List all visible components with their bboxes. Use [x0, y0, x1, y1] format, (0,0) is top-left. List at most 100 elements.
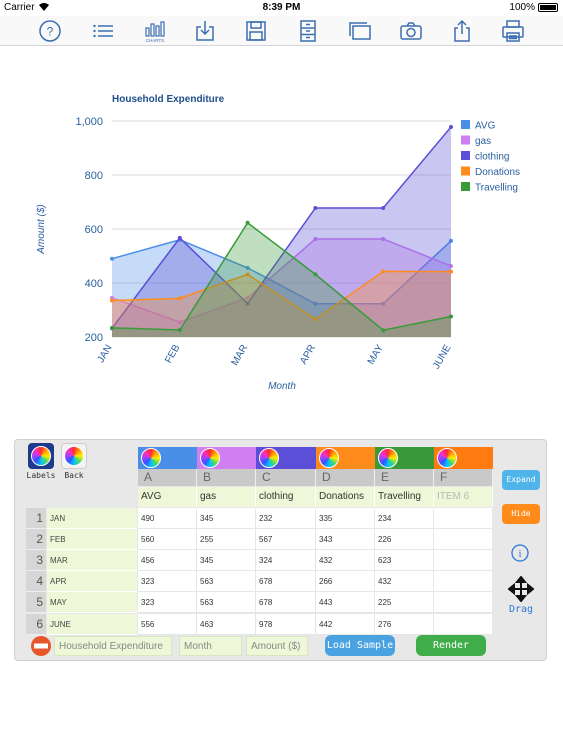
table-cell[interactable]: 678 — [256, 592, 316, 613]
data-point — [449, 269, 453, 274]
data-point — [110, 256, 114, 261]
cabinet-icon[interactable] — [295, 19, 321, 43]
table-cell[interactable] — [434, 529, 493, 550]
color-wheel-icon — [437, 448, 457, 468]
table-cell[interactable]: 978 — [256, 614, 316, 635]
table-cell[interactable]: 226 — [375, 529, 434, 550]
table-cell[interactable]: 623 — [375, 550, 434, 571]
column-color-picker[interactable] — [375, 447, 434, 469]
data-point — [449, 124, 453, 129]
table-cell[interactable]: 324 — [256, 550, 316, 571]
camera-icon[interactable] — [398, 19, 424, 43]
column-name-field[interactable]: Donations — [316, 487, 375, 507]
table-cell[interactable]: 343 — [316, 529, 375, 550]
row-label-field[interactable]: FEB — [47, 529, 137, 550]
table-cell[interactable]: 225 — [375, 592, 434, 613]
color-wheel-icon — [141, 448, 161, 468]
row-number: 1 — [26, 508, 46, 529]
data-point — [110, 298, 114, 303]
table-cell[interactable]: 567 — [256, 529, 316, 550]
download-icon[interactable] — [192, 19, 218, 43]
column-color-picker[interactable] — [197, 447, 256, 469]
row-label-field[interactable]: JUNE — [47, 614, 137, 635]
series-line — [111, 126, 452, 329]
table-cell[interactable]: 442 — [316, 614, 375, 635]
table-cell[interactable] — [434, 592, 493, 613]
y-label-input[interactable]: Amount ($) — [246, 636, 308, 656]
row-label-field[interactable]: APR — [47, 571, 137, 592]
table-cell[interactable]: 345 — [197, 508, 256, 529]
table-cell[interactable]: 335 — [316, 508, 375, 529]
table-cell[interactable]: 678 — [256, 571, 316, 592]
column-color-picker[interactable] — [138, 447, 197, 469]
table-cell[interactable] — [434, 508, 493, 529]
clear-icon[interactable] — [30, 635, 52, 657]
save-icon[interactable] — [243, 19, 269, 43]
x-tick-label: APR — [298, 343, 318, 366]
table-cell[interactable]: 276 — [375, 614, 434, 635]
table-cell[interactable]: 232 — [256, 508, 316, 529]
table-cell[interactable] — [434, 614, 493, 635]
column-color-picker[interactable] — [434, 447, 493, 469]
column-name-field[interactable]: gas — [197, 487, 256, 507]
labels-button[interactable]: Labels — [24, 443, 58, 480]
render-chart-button[interactable]: Render Chart — [416, 635, 486, 672]
column-name-field[interactable]: clothing — [256, 487, 316, 507]
table-cell[interactable]: 323 — [138, 592, 197, 613]
chart-title-input[interactable]: Household Expenditure — [54, 636, 172, 656]
info-icon[interactable]: i — [510, 543, 530, 563]
row-label-field[interactable]: JAN — [47, 508, 137, 529]
column-name-field[interactable]: ITEM 6 — [434, 487, 493, 507]
row-label-field[interactable]: MAR — [47, 550, 137, 571]
series-line — [111, 238, 452, 323]
table-cell[interactable]: 563 — [197, 571, 256, 592]
column-letter: F — [434, 469, 493, 486]
series-area — [112, 126, 451, 337]
color-wheel-icon — [378, 448, 398, 468]
hide-button[interactable]: Hide — [502, 504, 540, 524]
charts-icon[interactable]: CHARTS — [142, 19, 168, 43]
column-name-field[interactable]: AVG — [138, 487, 197, 507]
legend-swatch — [461, 182, 470, 191]
table-cell[interactable]: 432 — [316, 550, 375, 571]
x-label-input[interactable]: Month — [179, 636, 242, 656]
data-point — [313, 301, 318, 306]
table-cell[interactable]: 255 — [197, 529, 256, 550]
column-color-picker[interactable] — [256, 447, 316, 469]
drag-icon[interactable] — [507, 575, 535, 603]
table-cell[interactable]: 266 — [316, 571, 375, 592]
data-point — [381, 205, 386, 210]
table-cell[interactable] — [434, 550, 493, 571]
table-cell[interactable]: 432 — [375, 571, 434, 592]
table-cell[interactable]: 463 — [197, 614, 256, 635]
charts-label: CHARTS — [146, 38, 164, 43]
table-cell[interactable]: 323 — [138, 571, 197, 592]
table-cell[interactable] — [434, 571, 493, 592]
column-name-field[interactable]: Travelling — [375, 487, 434, 507]
wifi-icon — [38, 2, 50, 15]
table-cell[interactable]: 234 — [375, 508, 434, 529]
data-point — [177, 296, 182, 301]
help-icon[interactable]: ? — [37, 19, 63, 43]
table-cell[interactable]: 563 — [197, 592, 256, 613]
windows-icon[interactable] — [347, 19, 373, 43]
row-label-field[interactable]: MAY — [47, 592, 137, 613]
share-icon[interactable] — [449, 19, 475, 43]
data-point — [449, 263, 453, 268]
load-sample-button[interactable]: Load Sample — [325, 635, 395, 656]
data-point — [381, 301, 386, 306]
list-icon[interactable] — [90, 19, 116, 43]
table-cell[interactable]: 556 — [138, 614, 197, 635]
table-cell[interactable]: 345 — [197, 550, 256, 571]
table-cell[interactable]: 456 — [138, 550, 197, 571]
table-cell[interactable]: 443 — [316, 592, 375, 613]
series-area — [112, 222, 451, 337]
back-button[interactable]: Back — [57, 443, 91, 480]
data-point — [177, 320, 182, 325]
column-color-picker[interactable] — [316, 447, 375, 469]
print-icon[interactable] — [500, 19, 526, 43]
expand-button[interactable]: Expand — [502, 470, 540, 490]
table-cell[interactable]: 490 — [138, 508, 197, 529]
table-cell[interactable]: 560 — [138, 529, 197, 550]
row-number: 3 — [26, 550, 46, 571]
